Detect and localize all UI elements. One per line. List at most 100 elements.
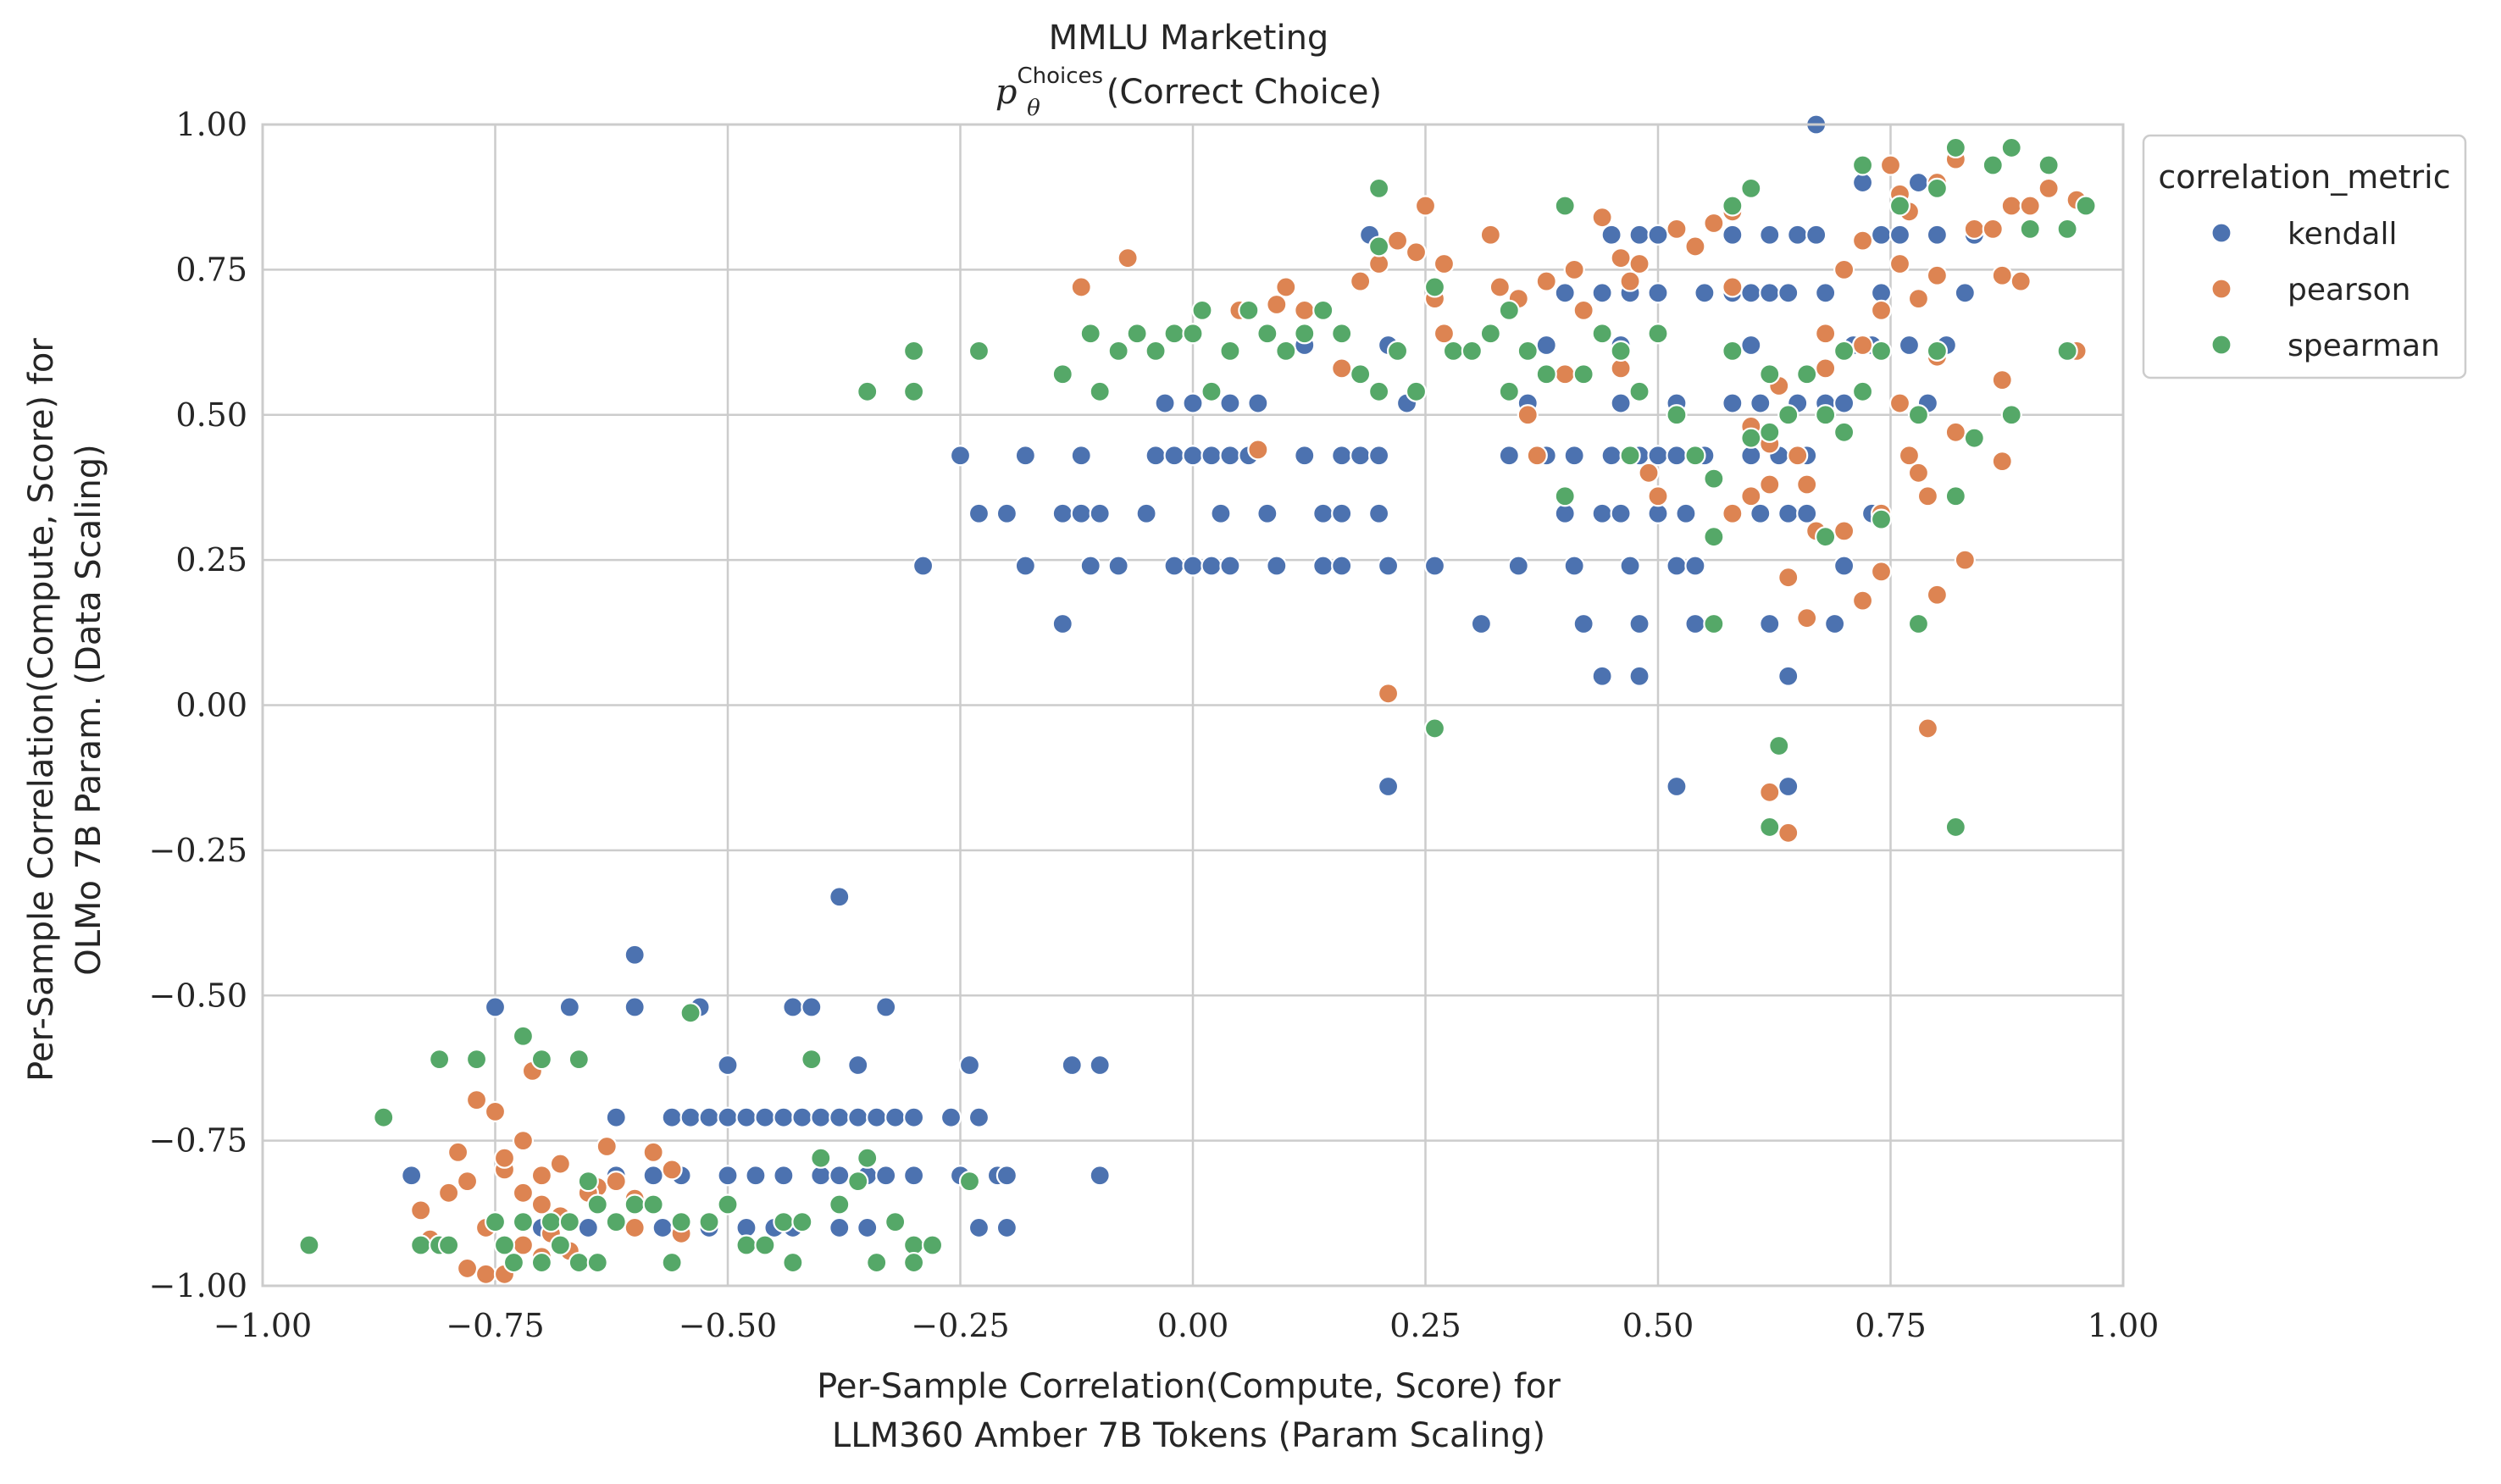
pearson-point (1433, 252, 1456, 275)
kendall-point (1089, 1054, 1111, 1077)
spearman-point (782, 1251, 804, 1274)
pearson-point (1796, 607, 1818, 629)
kendall-point (958, 1054, 981, 1077)
pearson-point (1963, 218, 1985, 240)
pearson-point (1954, 549, 1976, 571)
kendall-point (1628, 224, 1650, 246)
kendall-point (968, 1106, 990, 1128)
pearson-point (661, 1159, 683, 1181)
x-tick-label: −0.50 (679, 1307, 777, 1344)
pearson-point (1926, 264, 1948, 286)
kendall-point (1833, 555, 1855, 577)
spearman-point (1479, 323, 1501, 345)
kendall-point (1694, 282, 1716, 304)
kendall-point (1470, 612, 1492, 635)
spearman-point (1331, 323, 1353, 345)
spearman-point (1628, 380, 1650, 402)
kendall-point (1331, 502, 1353, 524)
spearman-point (1517, 340, 1539, 362)
kendall-point (1256, 502, 1278, 524)
spearman-point (1870, 340, 1893, 362)
spearman-point (577, 1171, 599, 1193)
kendall-point (605, 1106, 627, 1128)
kendall-point (1079, 555, 1101, 577)
kendall-point (1610, 502, 1632, 524)
kendall-point (902, 1165, 925, 1187)
pearson-point (1991, 450, 2013, 473)
spearman-point (1442, 340, 1465, 362)
kendall-point (1628, 665, 1650, 687)
kendall-point (1777, 502, 1800, 524)
subtitle-superscript: Choices (1017, 64, 1103, 89)
subtitle-symbol: p (995, 73, 1018, 112)
pearson-point (596, 1135, 618, 1158)
kendall-point (558, 996, 580, 1018)
pearson-point (1489, 276, 1511, 298)
kendall-point (1535, 334, 1557, 357)
kendall-point (912, 555, 934, 577)
y-tick-label: 1.00 (175, 106, 247, 143)
y-tick-label: −0.25 (149, 832, 247, 869)
spearman-point (1759, 816, 1781, 839)
spearman-point (530, 1251, 553, 1274)
spearman-point (902, 340, 925, 362)
spearman-point (902, 1251, 925, 1274)
spearman-point (1703, 612, 1725, 635)
kendall-point (1759, 282, 1781, 304)
pearson-point (1554, 363, 1576, 385)
pearson-point (1991, 264, 2013, 286)
pearson-point (1991, 369, 2013, 391)
y-tick-label: −0.75 (149, 1122, 247, 1160)
chart-subtitle: pChoices θ (Correct Choice) (995, 64, 1382, 121)
kendall-point (679, 1106, 702, 1128)
pearson-point (1759, 473, 1781, 496)
x-tick-label: 0.00 (1157, 1307, 1229, 1344)
kendall-point (968, 502, 990, 524)
spearman-point (1907, 612, 1930, 635)
spearman-point (558, 1210, 580, 1233)
spearman-point (1851, 380, 1874, 402)
kendall-point (773, 1106, 795, 1128)
spearman-point (1126, 323, 1148, 345)
kendall-point (745, 1165, 767, 1187)
spearman-point (1815, 404, 1837, 426)
pearson-point (1870, 561, 1893, 583)
spearman-point (1722, 195, 1744, 217)
legend-item-pearson: pearson (2210, 273, 2410, 307)
kendall-point (866, 1106, 888, 1128)
pearson-point (1888, 252, 1911, 275)
spearman-point (1051, 363, 1073, 385)
pearson-point (1722, 502, 1744, 524)
spearman-point (1703, 526, 1725, 548)
y-tick-labels: −1.00 −0.75 −0.50 −0.25 0.00 0.25 0.50 0.75 1.00 (149, 106, 247, 1304)
spearman-point (1423, 276, 1446, 298)
pearson-point (1833, 258, 1855, 280)
spearman-point (512, 1025, 535, 1047)
spearman-point (642, 1193, 664, 1215)
pearson-point (1628, 252, 1650, 275)
kendall-point (1666, 775, 1688, 798)
spearman-point (2056, 340, 2078, 362)
series-spearman (298, 136, 2097, 1274)
kendall-point (875, 1165, 897, 1187)
spearman-point (1759, 421, 1781, 443)
pearson-point (1907, 462, 1930, 484)
kendall-point (1740, 334, 1762, 357)
pearson-point (1350, 270, 1372, 292)
legend-box (2142, 134, 2467, 379)
spearman-point (1815, 526, 1837, 548)
kendall-point (1247, 392, 1269, 414)
pearson-point (1517, 404, 1539, 426)
pearson-point (1851, 590, 1874, 612)
kendall-point (401, 1165, 423, 1187)
spearman-point (1145, 340, 1167, 362)
kendall-point (1182, 555, 1204, 577)
spearman-point (754, 1234, 776, 1256)
spearman-point (1944, 485, 1966, 507)
spearman-point (465, 1049, 488, 1071)
spearman-point (512, 1210, 535, 1233)
spearman-point (1163, 323, 1185, 345)
x-tick-label: −1.00 (214, 1307, 312, 1344)
spearman-point (1619, 445, 1641, 467)
